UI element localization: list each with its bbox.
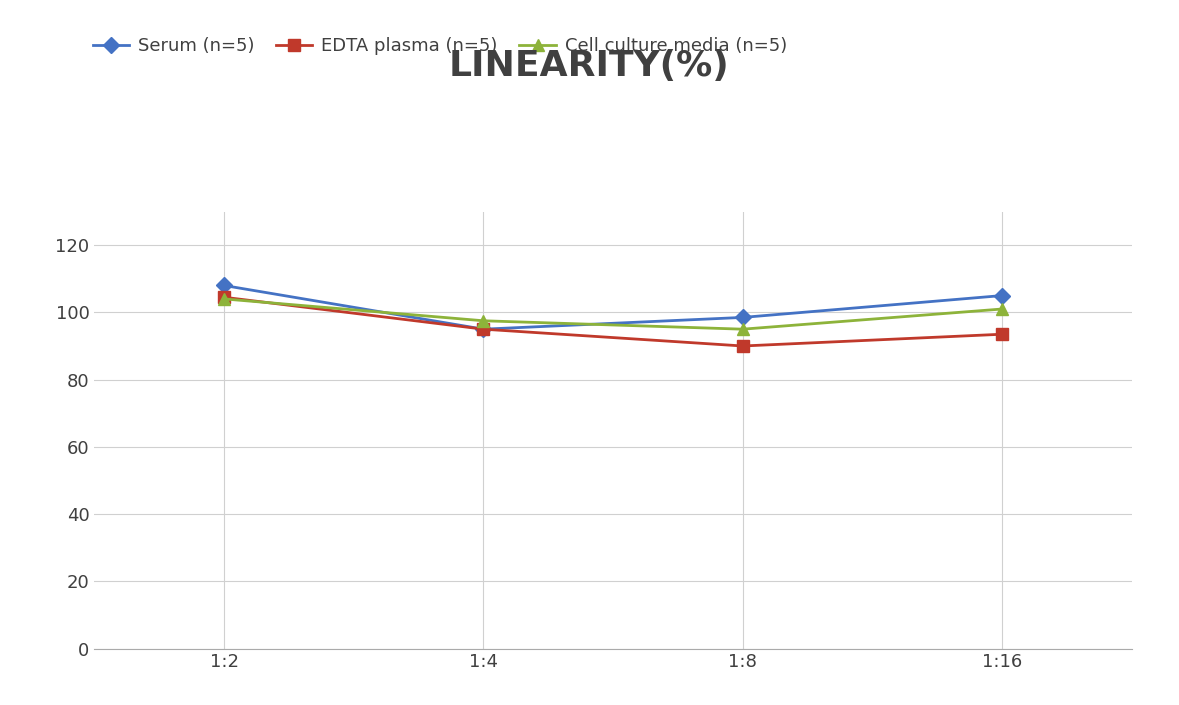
Serum (n=5) [217,281,231,290]
Serum (n=5) [736,313,750,321]
Cell culture media (n=5) [736,325,750,333]
Cell culture media (n=5) [217,295,231,303]
EDTA plasma (n=5) [995,330,1009,338]
EDTA plasma (n=5) [736,342,750,350]
Line: Cell culture media (n=5): Cell culture media (n=5) [218,293,1008,335]
Line: Serum (n=5): Serum (n=5) [218,280,1008,335]
Serum (n=5) [476,325,490,333]
Serum (n=5) [995,291,1009,300]
EDTA plasma (n=5) [217,293,231,302]
Line: EDTA plasma (n=5): EDTA plasma (n=5) [218,292,1008,352]
Cell culture media (n=5) [476,317,490,325]
Text: LINEARITY(%): LINEARITY(%) [449,49,730,83]
EDTA plasma (n=5) [476,325,490,333]
Cell culture media (n=5) [995,305,1009,313]
Legend: Serum (n=5), EDTA plasma (n=5), Cell culture media (n=5): Serum (n=5), EDTA plasma (n=5), Cell cul… [93,37,786,55]
